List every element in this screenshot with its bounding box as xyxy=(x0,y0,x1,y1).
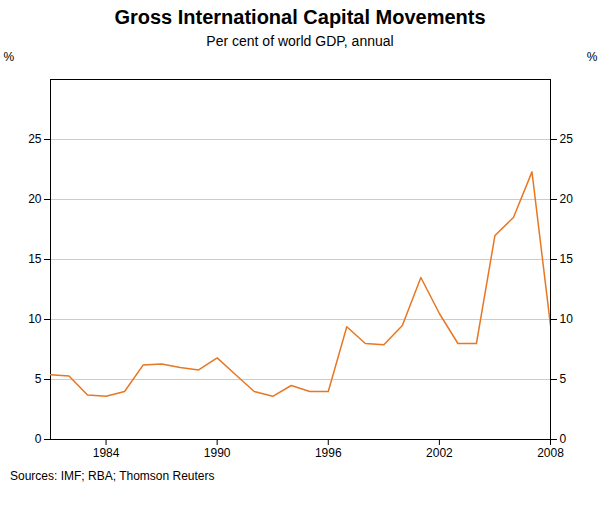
svg-text:10: 10 xyxy=(28,312,42,326)
svg-text:2002: 2002 xyxy=(426,446,453,460)
svg-text:5: 5 xyxy=(35,372,42,386)
svg-text:25: 25 xyxy=(28,132,42,146)
html-text:Gross International Capital Mo: Gross International Capital Movements xyxy=(114,6,486,28)
svg-text:15: 15 xyxy=(28,252,42,266)
svg-text:25: 25 xyxy=(560,132,574,146)
svg-text:20: 20 xyxy=(28,192,42,206)
svg-text:15: 15 xyxy=(560,252,574,266)
svg-text:1984: 1984 xyxy=(93,446,120,460)
svg-text:1990: 1990 xyxy=(204,446,231,460)
svg-text:10: 10 xyxy=(560,312,574,326)
svg-text:5: 5 xyxy=(560,372,567,386)
svg-text:0: 0 xyxy=(35,432,42,446)
svg-text:1996: 1996 xyxy=(315,446,342,460)
html-text:Sources: IMF; RBA; Thomson Reu: Sources: IMF; RBA; Thomson Reuters xyxy=(10,469,215,483)
svg-text:0: 0 xyxy=(560,432,567,446)
svg-text:%: % xyxy=(587,50,598,64)
svg-text:2008: 2008 xyxy=(537,446,564,460)
svg-text:20: 20 xyxy=(560,192,574,206)
svg-text:%: % xyxy=(4,50,15,64)
html-text:Per cent of world GDP, annual: Per cent of world GDP, annual xyxy=(206,33,394,49)
